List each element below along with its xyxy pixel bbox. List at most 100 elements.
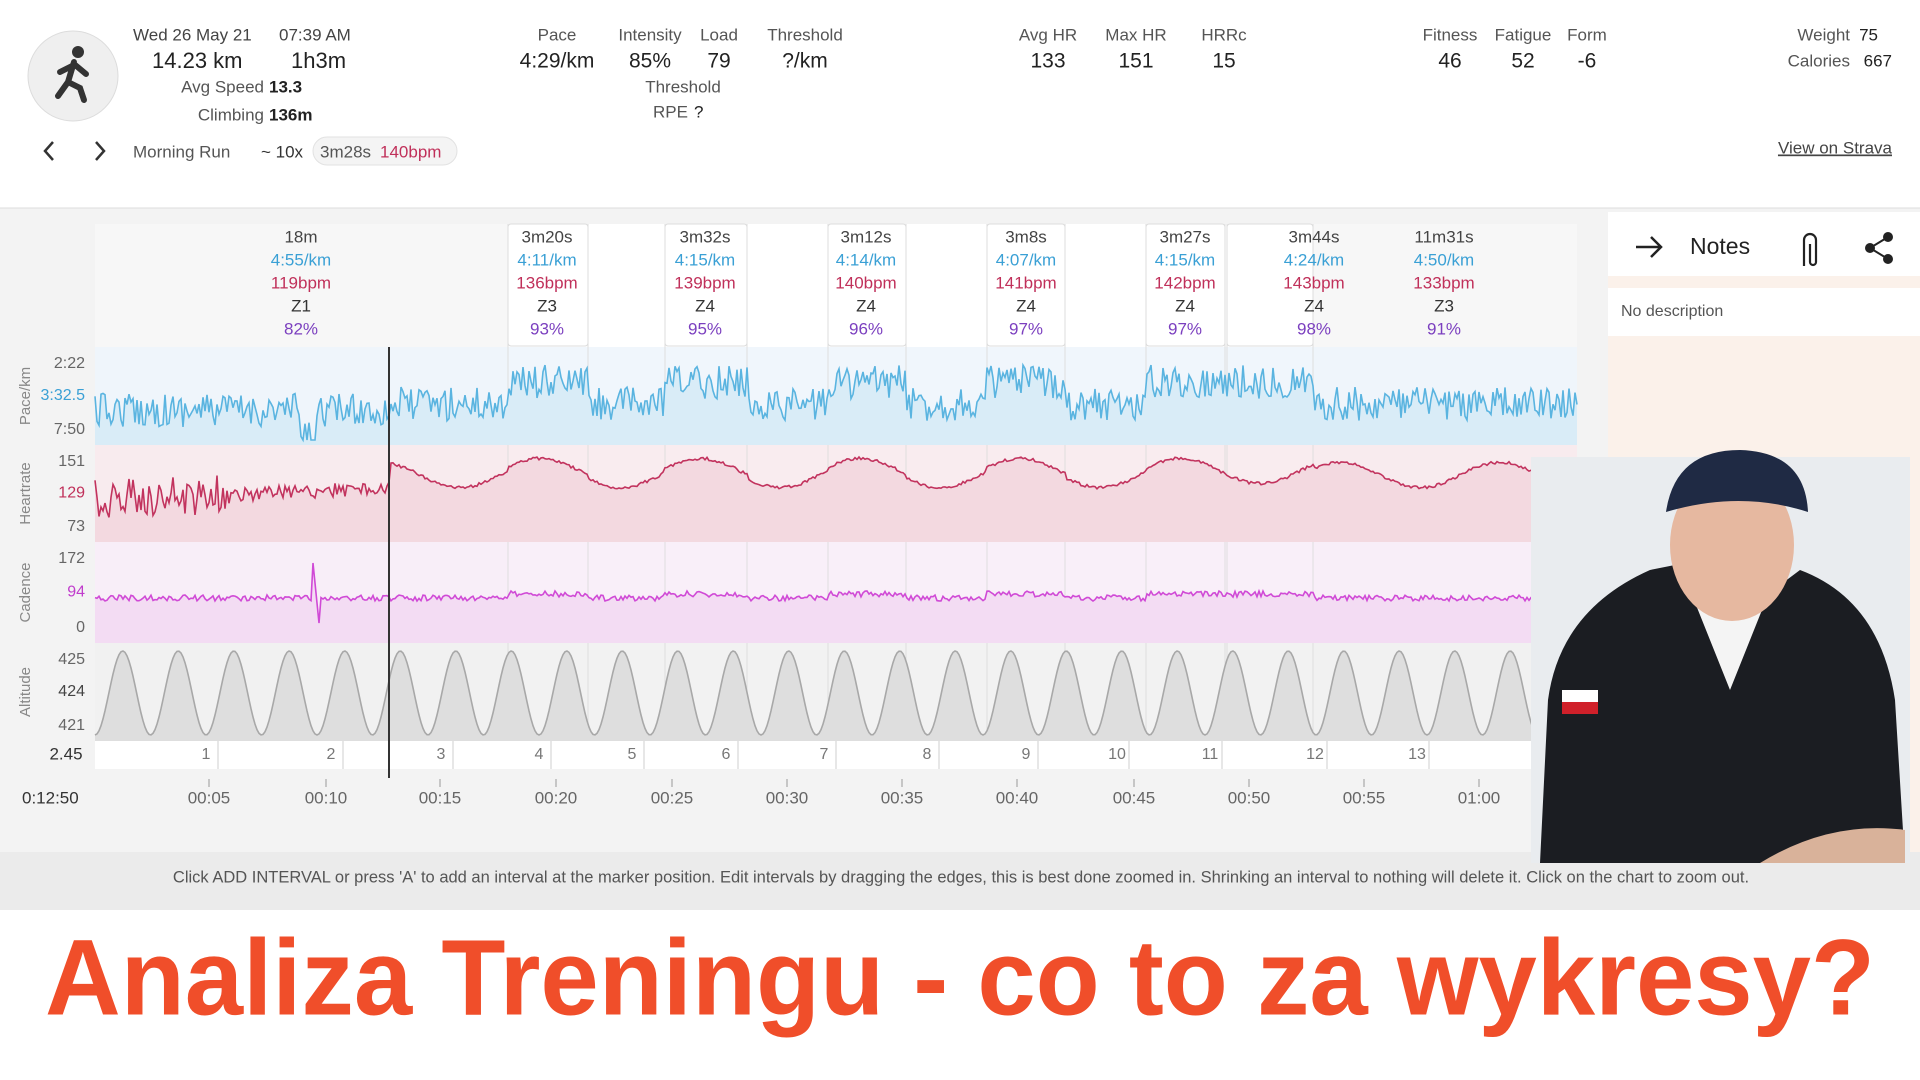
notes-description-box — [1608, 288, 1920, 336]
interval-chip[interactable] — [312, 136, 458, 166]
row-tick-label: 151 — [58, 453, 85, 470]
lap-label: 1 — [202, 746, 211, 763]
lap-label: 9 — [1022, 746, 1031, 763]
distance: 14.23 km — [152, 48, 243, 73]
notes-arrow[interactable] — [1636, 236, 1663, 258]
date: Wed 26 May 21 — [133, 25, 252, 44]
interval-zone: Z4 — [695, 296, 715, 315]
jacket — [1540, 560, 1905, 863]
notes-header — [1608, 212, 1920, 276]
time-tick-label: 00:45 — [1113, 788, 1156, 807]
interval-percent: 82% — [284, 319, 318, 338]
lap-label: 11 — [1202, 746, 1219, 763]
stat-label: Pace — [538, 25, 577, 44]
next-button[interactable] — [95, 141, 106, 161]
time: 07:39 AM — [279, 25, 351, 44]
row-tick-label: 73 — [67, 518, 85, 535]
row-tick-label: 129 — [58, 485, 85, 502]
interval-summary: ~ 10x — [261, 142, 304, 161]
time-tick-label: 00:20 — [535, 788, 578, 807]
stat-label: Avg HR — [1019, 25, 1077, 44]
strava-link[interactable]: View on Strava — [1778, 138, 1893, 157]
time-tick-label: 00:35 — [881, 788, 924, 807]
altitude-line — [94, 650, 1578, 736]
interval-duration: 3m44s — [1288, 227, 1339, 246]
share-icon[interactable] — [1865, 232, 1893, 264]
cursor-time: 0:12:50 — [22, 788, 79, 807]
interval-hr: 140bpm — [835, 273, 896, 292]
stat-value: 85% — [629, 50, 671, 73]
arm — [1760, 828, 1905, 863]
weight-label: Weight — [1797, 25, 1850, 44]
interval-pace: 4:11/km — [517, 250, 576, 269]
icon-head — [72, 46, 84, 58]
interval-duration: 3m27s — [1159, 227, 1210, 246]
lap-row-label: 2.45 — [49, 744, 82, 763]
interval-box — [507, 223, 589, 347]
interval-hr: 142bpm — [1154, 273, 1215, 292]
interval-zone: Z1 — [291, 296, 311, 315]
interval-box — [986, 223, 1066, 347]
interval-duration: 3m20s — [521, 227, 572, 246]
presenter-photo — [1531, 450, 1910, 863]
flag-red — [1562, 702, 1598, 714]
prev-button[interactable] — [43, 141, 54, 161]
icon-circle — [27, 30, 119, 122]
icon-body — [55, 59, 89, 103]
avg-speed-label: Avg Speed — [181, 77, 264, 96]
lap-label: 7 — [820, 746, 829, 763]
interval-zone: Z3 — [537, 296, 557, 315]
climbing-label: Climbing — [198, 105, 264, 124]
altitude-area — [95, 651, 1577, 741]
chip-heartrate: 140bpm — [380, 142, 441, 161]
stat-value: -6 — [1578, 50, 1597, 73]
stat-value: 46 — [1438, 50, 1461, 73]
stat-label: Threshold — [767, 25, 843, 44]
threshold-rpe-value: ? — [694, 102, 703, 121]
stat-value: 133 — [1030, 50, 1065, 73]
activity-name: Morning Run — [133, 142, 230, 161]
interval-hr: 119bpm — [271, 273, 331, 292]
attach-icon[interactable] — [1802, 232, 1818, 267]
stat-label: Load — [700, 25, 738, 44]
interval-duration: 3m12s — [840, 227, 891, 246]
interval-percent: 96% — [849, 319, 883, 338]
row-tick-label: 3:32.5 — [41, 387, 86, 404]
duration: 1h3m — [291, 48, 346, 73]
interval-pace: 4:50/km — [1414, 250, 1474, 269]
time-tick-label: 00:40 — [996, 788, 1039, 807]
cadence-line — [94, 562, 1578, 624]
stat-label: Fatigue — [1495, 25, 1552, 44]
threshold-rpe-label: RPE — [653, 102, 688, 121]
time-tick-label: 00:10 — [305, 788, 348, 807]
plot: Pace/km2:223:32.57:50Heartrate15112973Ca… — [17, 223, 1578, 807]
row-tick-label: 0 — [76, 619, 85, 636]
lap-label: 3 — [437, 746, 446, 763]
interval-percent: 98% — [1297, 319, 1331, 338]
avg-speed-value: 13.3 — [269, 77, 302, 96]
stat-value: ?/km — [782, 50, 828, 73]
calories-value: 667 — [1864, 51, 1892, 70]
time-tick-label: 01:00 — [1458, 788, 1501, 807]
interval-percent: 93% — [530, 319, 564, 338]
interval-hr: 143bpm — [1283, 273, 1344, 292]
climbing-value: 136m — [269, 105, 312, 124]
lap-label: 8 — [923, 746, 932, 763]
stat-label: Fitness — [1423, 25, 1478, 44]
stat-value: 151 — [1118, 50, 1153, 73]
hint-text: Click ADD INTERVAL or press 'A' to add a… — [173, 868, 1749, 886]
interval-pace: 4:15/km — [675, 250, 735, 269]
stat-value: 4:29/km — [520, 50, 595, 73]
stat-label: HRRc — [1201, 25, 1247, 44]
time-tick-label: 00:05 — [188, 788, 231, 807]
interval-duration: 3m32s — [679, 227, 730, 246]
share-lines — [1868, 236, 1889, 260]
banner-title: Analiza Treningu - co to za wykresy? — [45, 917, 1875, 1038]
interval-duration: 18m — [284, 227, 317, 246]
face — [1670, 469, 1794, 621]
heartrate-line — [94, 455, 1578, 519]
time-tick-label: 00:50 — [1228, 788, 1271, 807]
row-tick-label: 2:22 — [54, 355, 85, 372]
interval-pace: 4:55/km — [271, 250, 331, 269]
row-tick-label: 7:50 — [54, 421, 85, 438]
